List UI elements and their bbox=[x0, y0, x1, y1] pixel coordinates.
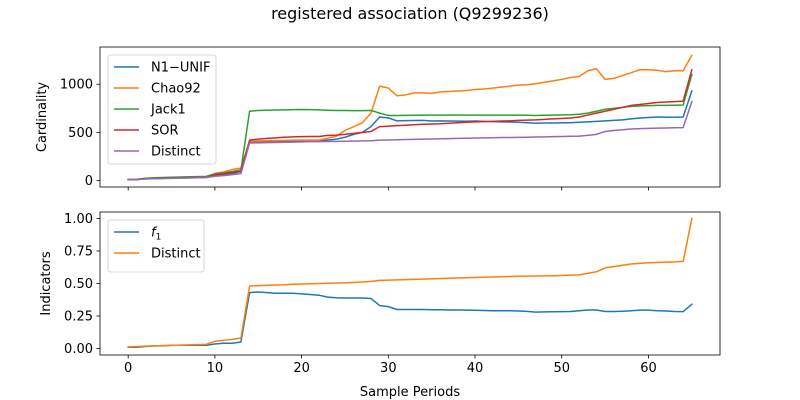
legend-box bbox=[107, 219, 205, 273]
plot-frame bbox=[99, 46, 721, 188]
legend-item-0: N1−UNIF bbox=[114, 61, 210, 76]
legend-label: Distinct bbox=[151, 145, 201, 160]
legend-label: Distinct bbox=[151, 247, 201, 262]
series-line-1 bbox=[127, 217, 693, 348]
y-tick-label: 0.75 bbox=[64, 245, 93, 260]
legend-item-1: Chao92 bbox=[114, 82, 201, 97]
series-lines bbox=[127, 217, 693, 348]
y-tick-label: 1.00 bbox=[64, 212, 93, 227]
series-line-2 bbox=[127, 73, 693, 181]
x-axis-label: Sample Periods bbox=[360, 385, 460, 400]
legend-item-4: Distinct bbox=[114, 145, 201, 160]
y-tick-label: 0.25 bbox=[64, 310, 93, 325]
legend: f1 Distinct bbox=[107, 219, 205, 273]
legend-item-3: SOR bbox=[114, 124, 179, 139]
y-axis-label: Indicators bbox=[39, 251, 54, 315]
y-tick-label: 1000 bbox=[60, 78, 93, 93]
legend-label: Chao92 bbox=[151, 82, 201, 97]
bottom-panel-indicators: 0 10 20 30 40 50 60 0.00 0.25 0.50 0.75 1.00 Indicat… bbox=[39, 211, 721, 400]
legend-item-1: Distinct bbox=[114, 247, 201, 262]
x-tick-label: 20 bbox=[293, 361, 310, 376]
y-tick-label: 0.00 bbox=[64, 342, 93, 357]
x-tick-label: 10 bbox=[207, 361, 224, 376]
top-panel-cardinality: 0 500 1000 Cardinality N1−UNIF Chao92 Jack1 SOR… bbox=[35, 46, 721, 191]
legend-box bbox=[107, 54, 217, 165]
series-line-4 bbox=[127, 100, 693, 181]
y-tick-label: 500 bbox=[68, 126, 93, 141]
legend: N1−UNIF Chao92 Jack1 SOR Distinct bbox=[107, 54, 217, 165]
y-tick-label: 0.50 bbox=[64, 277, 93, 292]
x-tick-label: 40 bbox=[467, 361, 484, 376]
legend-item-0: f1 bbox=[114, 226, 161, 243]
legend-label: N1−UNIF bbox=[151, 61, 210, 76]
legend-label: f1 bbox=[151, 226, 161, 243]
series-line-0 bbox=[127, 291, 693, 348]
x-tick-label: 30 bbox=[380, 361, 397, 376]
y-tick-label: 0 bbox=[85, 174, 93, 189]
series-lines bbox=[127, 54, 693, 181]
x-tick-label: 60 bbox=[640, 361, 657, 376]
legend-item-2: Jack1 bbox=[114, 103, 186, 118]
series-line-3 bbox=[127, 68, 693, 181]
series-line-1 bbox=[127, 54, 693, 181]
legend-label: Jack1 bbox=[150, 103, 186, 118]
y-axis-label: Cardinality bbox=[35, 82, 50, 153]
legend-label: SOR bbox=[151, 124, 179, 139]
x-tick-label: 50 bbox=[553, 361, 570, 376]
figure-title: registered association (Q9299236) bbox=[271, 4, 549, 23]
x-tick-label: 0 bbox=[124, 361, 132, 376]
